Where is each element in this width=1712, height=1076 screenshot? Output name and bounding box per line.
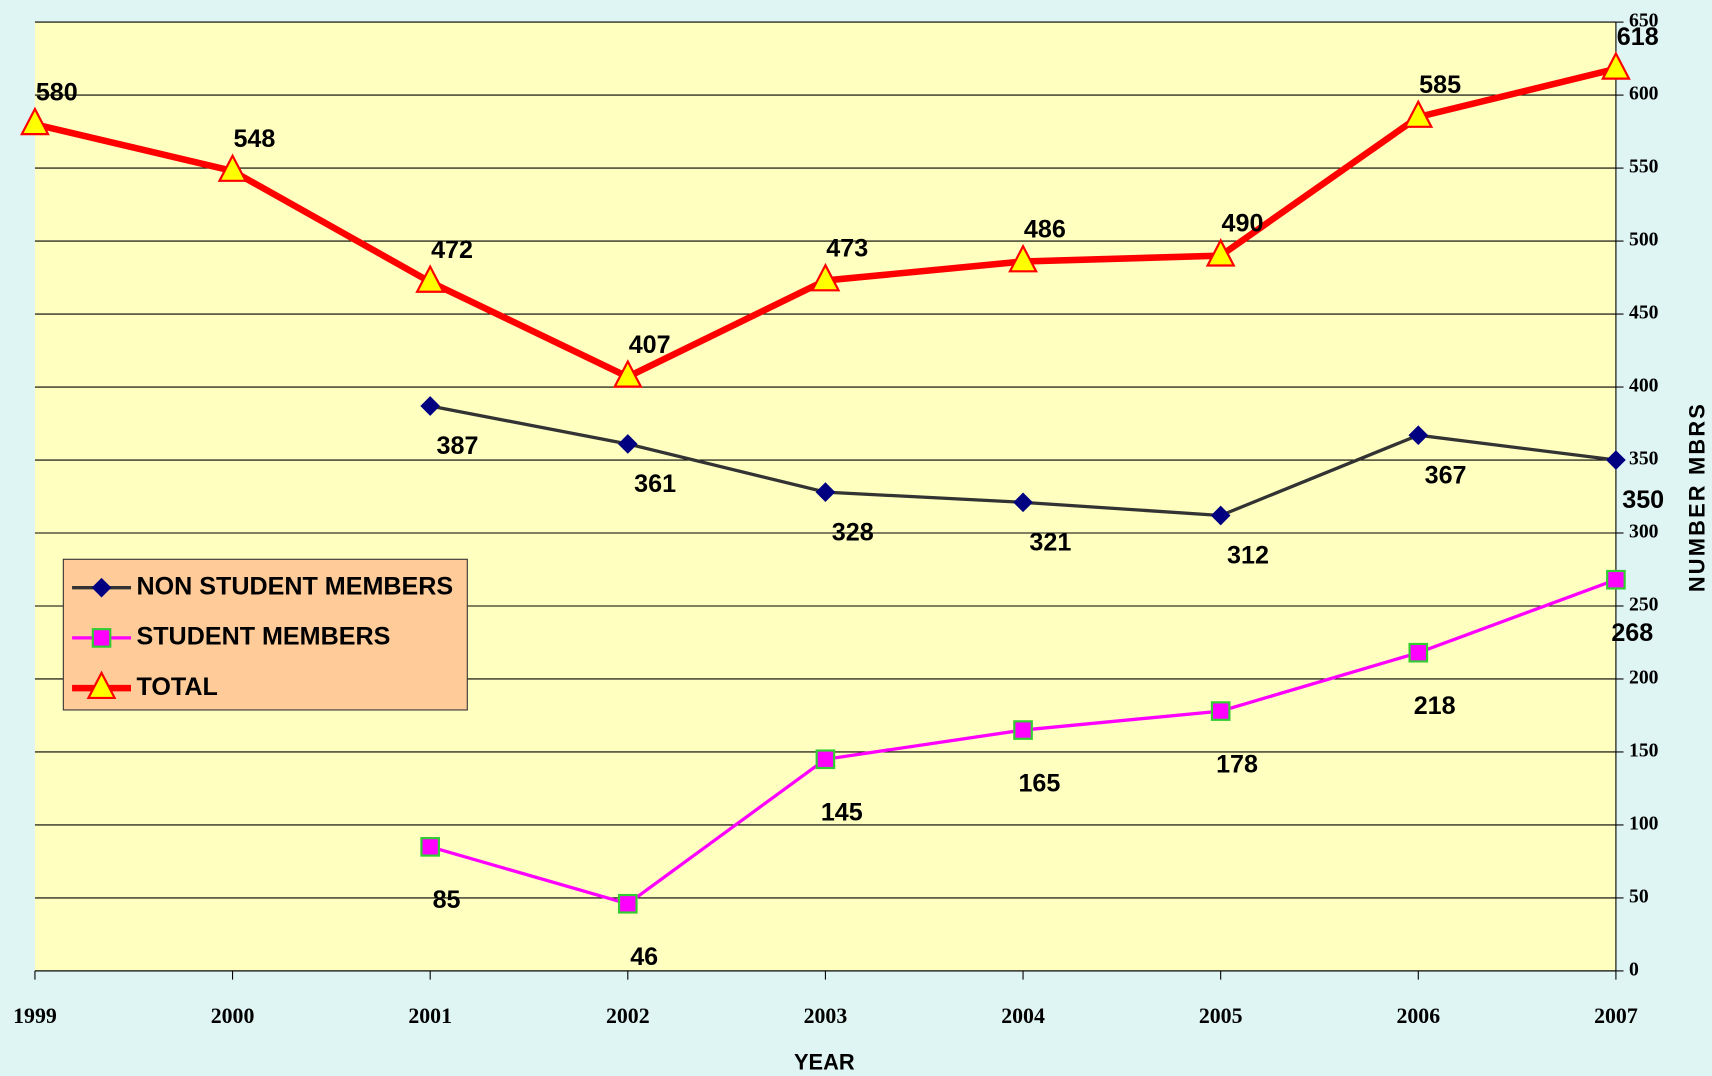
data-point xyxy=(1210,701,1231,721)
x-tick-label: 2001 xyxy=(408,1004,452,1028)
data-point xyxy=(415,264,446,293)
data-label: 85 xyxy=(433,886,461,914)
x-tick-label: 2007 xyxy=(1594,1004,1638,1028)
data-label: 350 xyxy=(1622,486,1664,514)
y-tick-label: 200 xyxy=(1629,666,1659,688)
y-tick-label: 150 xyxy=(1629,739,1659,761)
data-point xyxy=(1008,243,1038,273)
data-point xyxy=(1205,238,1236,267)
data-label: 580 xyxy=(36,78,78,106)
data-label: 361 xyxy=(634,470,676,498)
data-label: 473 xyxy=(826,235,868,263)
data-point xyxy=(1403,99,1434,128)
data-label: 407 xyxy=(629,331,671,359)
data-point xyxy=(1606,450,1626,470)
data-label: 472 xyxy=(431,236,473,264)
y-tick-label: 500 xyxy=(1629,229,1659,251)
legend-marker xyxy=(91,628,112,648)
x-tick-label: 2002 xyxy=(606,1004,650,1028)
data-point xyxy=(1408,642,1429,663)
data-point xyxy=(617,893,638,914)
data-label: 486 xyxy=(1024,216,1066,244)
data-point xyxy=(612,359,643,388)
data-label: 618 xyxy=(1617,23,1659,51)
data-label: 585 xyxy=(1419,71,1461,99)
x-tick-label: 2000 xyxy=(211,1004,255,1028)
y-tick-label: 0 xyxy=(1629,958,1639,980)
data-label: 387 xyxy=(437,432,479,460)
y-tick-label: 300 xyxy=(1629,521,1659,543)
data-point xyxy=(1606,569,1626,590)
data-label: 46 xyxy=(630,943,658,971)
data-point xyxy=(1601,51,1631,80)
y-tick-label: 350 xyxy=(1629,448,1659,470)
data-point xyxy=(217,153,248,182)
data-point xyxy=(1210,505,1231,526)
data-label: 218 xyxy=(1414,692,1456,720)
data-point xyxy=(420,396,441,416)
y-tick-label: 400 xyxy=(1629,375,1659,397)
y-tick-label: 600 xyxy=(1629,83,1659,105)
y-axis-label: NUMBER MBRS xyxy=(1685,402,1710,592)
y-tick-label: 550 xyxy=(1629,156,1659,178)
x-axis-label: YEAR xyxy=(794,1049,855,1074)
x-tick-label: 2004 xyxy=(1001,1004,1045,1028)
y-tick-label: 50 xyxy=(1629,885,1649,907)
data-point xyxy=(1013,720,1033,740)
data-point xyxy=(810,262,841,292)
data-label: 145 xyxy=(821,798,863,826)
x-tick-label: 1999 xyxy=(13,1004,57,1028)
data-point xyxy=(20,106,50,136)
legend-label: TOTAL xyxy=(136,673,217,701)
legend-label: NON STUDENT MEMBERS xyxy=(136,572,453,600)
data-label: 321 xyxy=(1029,528,1071,556)
data-label: 178 xyxy=(1216,750,1258,778)
data-label: 548 xyxy=(233,125,275,153)
data-point xyxy=(420,837,441,857)
y-tick-label: 250 xyxy=(1629,594,1659,616)
x-tick-label: 2003 xyxy=(804,1004,848,1028)
legend-marker xyxy=(86,670,117,700)
data-label: 490 xyxy=(1222,210,1264,238)
legend-label: STUDENT MEMBERS xyxy=(136,623,390,651)
x-tick-label: 2005 xyxy=(1199,1004,1243,1028)
y-tick-label: 100 xyxy=(1629,812,1659,834)
data-label: 367 xyxy=(1425,461,1467,489)
x-tick-label: 2006 xyxy=(1396,1004,1440,1028)
data-label: 165 xyxy=(1018,769,1060,797)
y-tick-label: 650 xyxy=(1629,10,1659,32)
data-point xyxy=(815,749,836,770)
data-label: 312 xyxy=(1227,542,1269,570)
y-tick-label: 450 xyxy=(1629,302,1659,324)
data-point xyxy=(617,434,638,454)
data-label: 268 xyxy=(1611,619,1653,647)
data-point xyxy=(815,482,836,502)
data-label: 328 xyxy=(832,518,874,546)
